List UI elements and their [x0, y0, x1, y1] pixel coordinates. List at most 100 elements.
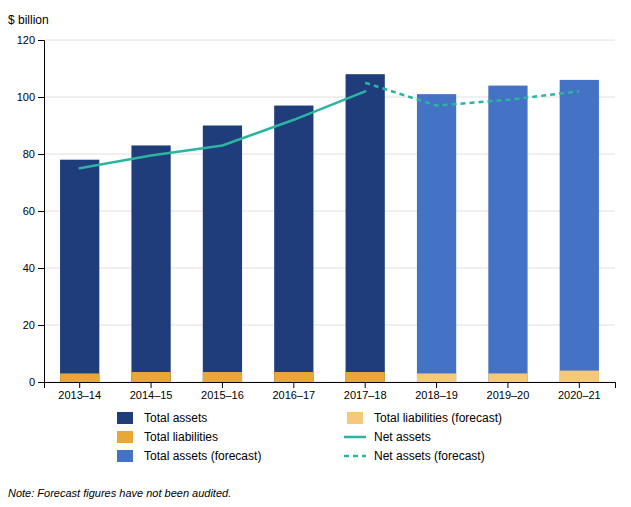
x-tick-label: 2014–15 — [130, 389, 173, 401]
bar — [417, 373, 456, 382]
y-tick-mark — [38, 325, 44, 326]
x-tick-label: 2019–20 — [487, 389, 530, 401]
bar-series — [417, 80, 599, 382]
bar — [274, 372, 313, 382]
legend-swatch — [344, 455, 366, 458]
x-tick: 2015–16 — [201, 382, 244, 401]
bar — [203, 372, 242, 382]
x-tick: 2019–20 — [487, 382, 530, 401]
x-tick-mark — [436, 382, 437, 388]
bar — [60, 373, 99, 382]
grid-line — [44, 154, 615, 155]
x-tick-label: 2020–21 — [558, 389, 601, 401]
y-tick-label: 120 — [17, 34, 35, 46]
legend-item: Net assets — [344, 430, 431, 444]
x-tick: 2018–19 — [415, 382, 458, 401]
y-tick-mark — [38, 382, 44, 383]
legend-item: Total liabilities (forecast) — [347, 411, 502, 425]
legend-swatch — [117, 450, 133, 462]
x-axis-line — [45, 383, 616, 389]
bar-series — [60, 372, 385, 382]
legend-swatch — [344, 436, 366, 439]
legend-label: Net assets — [374, 430, 431, 444]
y-tick: 0 — [29, 376, 44, 388]
x-tick-label: 2013–14 — [58, 389, 101, 401]
bar — [131, 145, 170, 382]
x-tick: 2020–21 — [558, 382, 601, 401]
y-axis-label: $ billion — [8, 13, 49, 27]
legend-swatch — [117, 431, 133, 443]
x-tick-label: 2016–17 — [272, 389, 315, 401]
y-tick-mark — [38, 154, 44, 155]
y-tick-label: 80 — [23, 148, 35, 160]
y-tick-mark — [38, 40, 44, 41]
y-tick-mark — [38, 268, 44, 269]
x-tick-label: 2018–19 — [415, 389, 458, 401]
bar — [203, 126, 242, 383]
y-tick-label: 40 — [23, 262, 35, 274]
x-tick-mark — [507, 382, 508, 388]
grid — [44, 40, 615, 382]
x-tick-mark — [293, 382, 294, 388]
legend-item: Total liabilities — [117, 430, 218, 444]
y-tick: 20 — [23, 319, 44, 331]
grid-line — [44, 211, 615, 212]
legend-label: Total assets (forecast) — [144, 449, 261, 463]
y-tick: 40 — [23, 262, 44, 274]
legend-label: Total liabilities (forecast) — [374, 411, 502, 425]
bar — [346, 74, 385, 382]
line — [365, 83, 579, 106]
x-tick: 2014–15 — [130, 382, 173, 401]
legend-swatch — [347, 412, 363, 424]
bar-series — [417, 371, 599, 382]
y-tick-mark — [38, 211, 44, 212]
line — [80, 91, 366, 168]
bar — [346, 372, 385, 382]
legend-label: Total liabilities — [144, 430, 218, 444]
y-tick: 80 — [23, 148, 44, 160]
y-tick-label: 100 — [17, 91, 35, 103]
y-tick-label: 20 — [23, 319, 35, 331]
y-tick-mark — [38, 97, 44, 98]
x-tick-mark — [79, 382, 80, 388]
legend-label: Total assets — [144, 411, 207, 425]
x-tick-mark — [151, 382, 152, 388]
grid-line — [44, 268, 615, 269]
y-axis-line — [38, 41, 45, 383]
note: Note: Forecast figures have not been aud… — [8, 487, 231, 499]
chart: 2013–14 2014–15 2015–16 2016–17 2017–18 2018–… — [0, 0, 631, 507]
x-tick-label: 2017–18 — [344, 389, 387, 401]
legend-swatch — [117, 412, 133, 424]
x-tick: 2017–18 — [344, 382, 387, 401]
legend-item: Total assets (forecast) — [117, 449, 261, 463]
x-tick: 2016–17 — [272, 382, 315, 401]
bar — [60, 160, 99, 382]
grid-line — [44, 325, 615, 326]
x-tick-mark — [222, 382, 223, 388]
bar-series — [60, 74, 385, 382]
y-tick-label: 0 — [29, 376, 35, 388]
bar — [488, 373, 527, 382]
y-tick: 100 — [17, 91, 44, 103]
bar — [131, 372, 170, 382]
bar — [560, 371, 599, 382]
plot: 2013–14 2014–15 2015–16 2016–17 2017–18 2018–… — [17, 34, 616, 401]
bar — [417, 94, 456, 382]
legend-item: Total assets — [117, 411, 207, 425]
legend-label: Net assets (forecast) — [374, 449, 485, 463]
grid-line — [44, 40, 615, 41]
x-tick-mark — [365, 382, 366, 388]
x-axis: 2013–14 2014–15 2015–16 2016–17 2017–18 2018–… — [45, 382, 616, 401]
bar — [274, 106, 313, 382]
grid-line — [44, 97, 615, 98]
y-tick-label: 60 — [23, 205, 35, 217]
x-tick: 2013–14 — [58, 382, 101, 401]
marks — [60, 74, 599, 382]
y-axis: 0 20 40 60 80 100 120 — [17, 34, 45, 388]
bar — [488, 86, 527, 382]
x-tick-label: 2015–16 — [201, 389, 244, 401]
y-tick: 120 — [17, 34, 44, 46]
x-tick-mark — [579, 382, 580, 388]
bar — [560, 80, 599, 382]
legend-item: Net assets (forecast) — [344, 449, 485, 463]
